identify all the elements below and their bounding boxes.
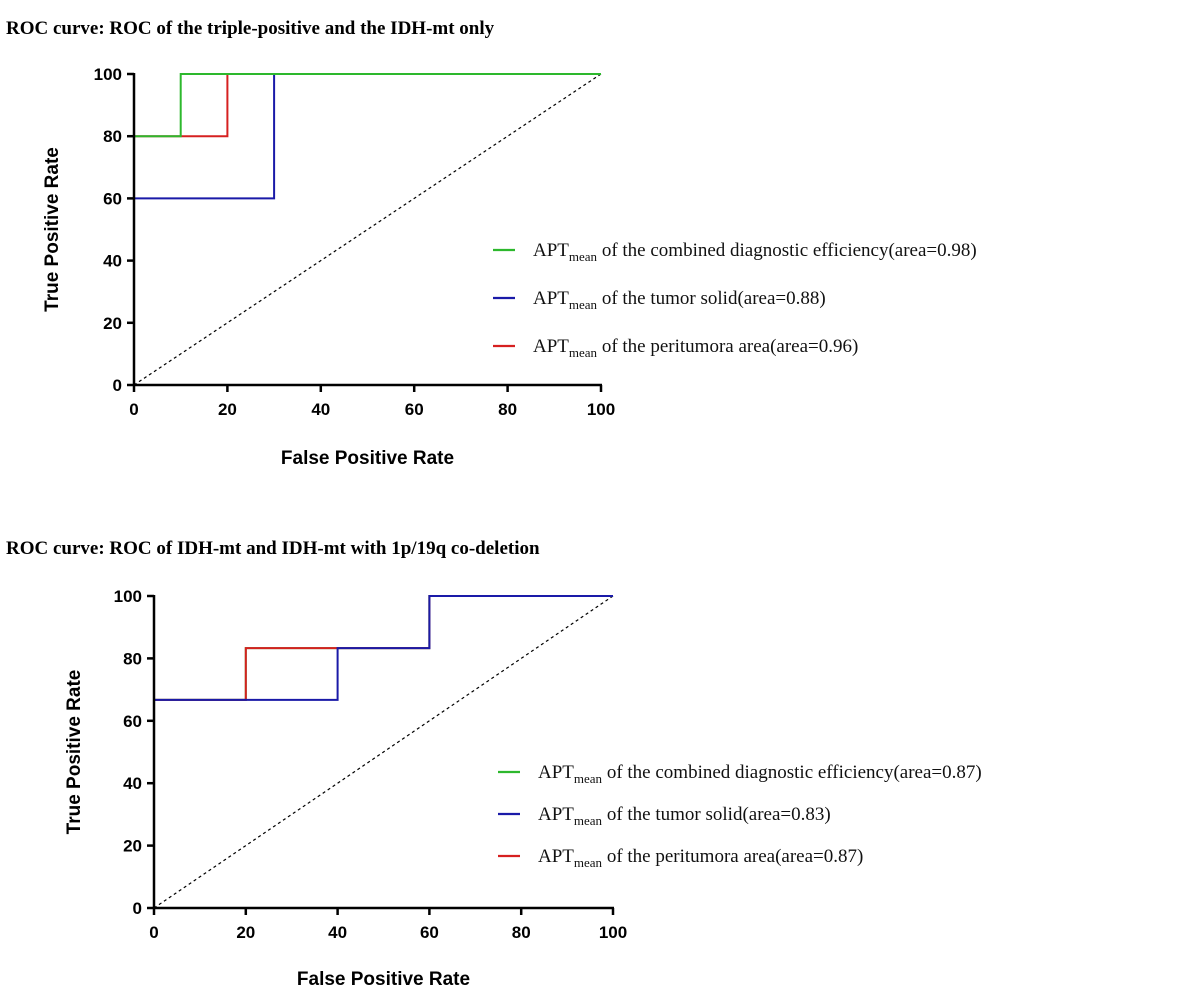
y-tick-label: 0 [133,899,142,918]
x-tick-label: 40 [311,400,330,419]
legend-entry: APTmean of the combined diagnostic effic… [538,762,982,786]
reference-diagonal [153,595,614,909]
legend-entry: APTmean of the peritumora area(area=0.96… [533,336,858,360]
legend-entry: APTmean of the combined diagnostic effic… [533,240,977,264]
y-tick-label: 100 [114,587,142,606]
y-tick-label: 80 [103,127,122,146]
chart-title-1: ROC curve: ROC of the triple-positive an… [6,18,495,39]
x-tick-label: 20 [218,400,237,419]
y-tick-label: 40 [123,774,142,793]
legend-entry: APTmean of the tumor solid(area=0.88) [533,288,826,312]
y-tick-label: 0 [113,376,122,395]
legend-entry: APTmean of the tumor solid(area=0.83) [538,804,831,828]
x-tick-label: 0 [129,400,138,419]
legend-entry: APTmean of the peritumora area(area=0.87… [538,846,863,870]
y-tick-label: 20 [123,837,142,856]
x-tick-label: 100 [587,400,615,419]
legend: APTmean of the combined diagnostic effic… [493,240,977,360]
chart-title-2: ROC curve: ROC of IDH-mt and IDH-mt with… [6,538,540,559]
x-tick-label: 60 [405,400,424,419]
y-tick-label: 20 [103,314,122,333]
roc-plot-1: 0 20 40 60 80 100 0 20 40 60 80 100 False Positive R… [42,65,977,469]
x-tick-label: 40 [328,923,347,942]
x-tick-label: 20 [236,923,255,942]
y-tick-label: 60 [123,712,142,731]
y-axis-title: True Positive Rate [64,670,85,835]
x-axis-title: False Positive Rate [297,969,470,990]
legend: APTmean of the combined diagnostic effic… [498,762,982,870]
y-tick-label: 80 [123,649,142,668]
x-tick-label: 60 [420,923,439,942]
y-tick-label: 100 [94,65,122,84]
y-tick-label: 60 [103,189,122,208]
x-tick-label: 0 [149,923,158,942]
x-tick-label: 100 [599,923,627,942]
x-tick-label: 80 [498,400,517,419]
x-axis-title: False Positive Rate [281,448,454,469]
y-axis-title: True Positive Rate [42,147,63,312]
x-tick-label: 80 [512,923,531,942]
y-tick-label: 40 [103,252,122,271]
